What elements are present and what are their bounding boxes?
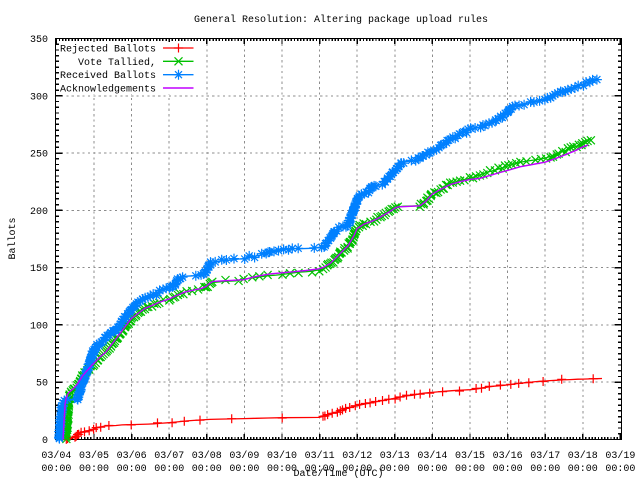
svg-text:03/11: 03/11	[305, 450, 335, 462]
svg-text:00:00: 00:00	[530, 464, 560, 475]
svg-text:03/19: 03/19	[605, 450, 635, 462]
svg-text:00:00: 00:00	[79, 464, 109, 475]
svg-text:03/07: 03/07	[154, 450, 184, 462]
svg-text:03/17: 03/17	[530, 450, 560, 462]
svg-text:00:00: 00:00	[267, 464, 297, 475]
svg-text:03/14: 03/14	[417, 450, 447, 462]
svg-text:50: 50	[36, 379, 48, 390]
svg-text:00:00: 00:00	[305, 464, 335, 475]
svg-text:00:00: 00:00	[117, 464, 147, 475]
svg-text:General Resolution: Altering p: General Resolution: Altering package upl…	[194, 14, 488, 26]
svg-text:100: 100	[30, 321, 48, 332]
svg-text:0: 0	[42, 436, 48, 447]
svg-text:00:00: 00:00	[380, 464, 410, 475]
svg-text:350: 350	[30, 35, 48, 46]
svg-text:200: 200	[30, 207, 48, 218]
svg-text:250: 250	[30, 150, 48, 161]
svg-text:03/06: 03/06	[117, 450, 147, 462]
svg-text:03/12: 03/12	[342, 450, 372, 462]
svg-text:03/16: 03/16	[493, 450, 523, 462]
svg-text:00:00: 00:00	[455, 464, 485, 475]
svg-text:00:00: 00:00	[568, 464, 598, 475]
svg-text:03/09: 03/09	[229, 450, 259, 462]
svg-text:Ballots: Ballots	[7, 217, 19, 259]
svg-text:Acknowledgements: Acknowledgements	[60, 84, 156, 96]
svg-text:00:00: 00:00	[192, 464, 222, 475]
svg-text:Date/Time (UTC): Date/Time (UTC)	[293, 468, 383, 480]
svg-text:00:00: 00:00	[154, 464, 184, 475]
svg-text:00:00: 00:00	[417, 464, 447, 475]
svg-text:00:00: 00:00	[41, 464, 71, 475]
svg-text:00:00: 00:00	[342, 464, 372, 475]
svg-text:Rejected Ballots: Rejected Ballots	[60, 44, 156, 56]
svg-text:Vote Tallied,: Vote Tallied,	[78, 57, 156, 69]
svg-text:Received Ballots: Received Ballots	[60, 70, 156, 82]
svg-text:150: 150	[30, 264, 48, 275]
svg-text:00:00: 00:00	[605, 464, 635, 475]
svg-text:03/10: 03/10	[267, 450, 297, 462]
svg-text:03/18: 03/18	[568, 450, 598, 462]
svg-text:03/15: 03/15	[455, 450, 485, 462]
svg-text:300: 300	[30, 92, 48, 103]
svg-text:03/08: 03/08	[192, 450, 222, 462]
svg-text:00:00: 00:00	[229, 464, 259, 475]
svg-text:03/04: 03/04	[41, 450, 71, 462]
svg-text:03/05: 03/05	[79, 450, 109, 462]
svg-text:00:00: 00:00	[493, 464, 523, 475]
svg-text:03/13: 03/13	[380, 450, 410, 462]
